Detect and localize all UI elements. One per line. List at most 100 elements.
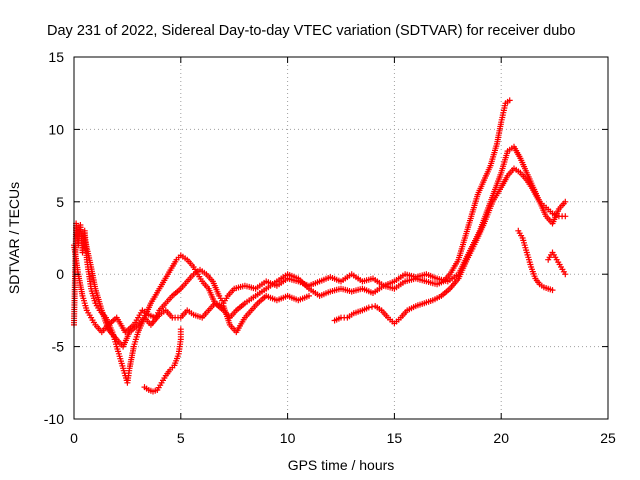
data-trail — [482, 164, 493, 181]
data-trail — [179, 309, 189, 319]
data-trail — [372, 277, 385, 288]
y-tick-label: 0 — [56, 266, 64, 282]
data-trail — [88, 288, 98, 304]
data-trail — [494, 121, 504, 145]
data-point — [306, 292, 312, 299]
data-trail — [172, 353, 181, 367]
data-trail — [149, 313, 161, 327]
y-tick-label: 10 — [48, 121, 64, 137]
chart-grid — [74, 57, 608, 419]
data-trail — [234, 316, 247, 334]
data-trail — [498, 150, 510, 174]
data-trail — [200, 309, 210, 319]
data-trail — [192, 268, 201, 276]
data-trail — [353, 308, 364, 316]
data-trail — [214, 300, 225, 309]
data-trail — [94, 323, 104, 334]
data-trail — [160, 375, 168, 384]
data-trail — [488, 143, 500, 167]
data-trail — [100, 323, 110, 334]
data-point — [506, 97, 513, 104]
data-trail — [550, 251, 559, 261]
data-trail — [340, 272, 353, 283]
data-trail — [200, 280, 210, 290]
data-trail — [199, 268, 208, 276]
data-trail — [393, 316, 402, 325]
data-trail — [114, 346, 124, 362]
data-trail — [206, 287, 218, 305]
data-trail — [545, 206, 554, 215]
data-trail — [221, 295, 230, 304]
y-tick-label: 15 — [48, 49, 64, 65]
data-trail — [297, 293, 310, 303]
data-trail — [446, 272, 460, 283]
data-trail — [164, 294, 174, 305]
data-trail — [475, 179, 487, 196]
data-point — [562, 213, 569, 220]
data-trail — [286, 293, 300, 303]
data-trail — [172, 314, 181, 321]
series-SDTVAR-f — [515, 227, 556, 294]
data-trail — [555, 259, 563, 268]
data-trail — [423, 298, 434, 306]
data-trail — [380, 309, 390, 319]
chart-marks — [71, 97, 569, 395]
x-tick-label: 0 — [70, 430, 78, 446]
data-trail — [387, 316, 396, 325]
data-trail — [276, 272, 289, 283]
data-trail — [192, 266, 200, 275]
data-trail — [93, 302, 102, 311]
data-trail — [374, 304, 383, 312]
data-trail — [136, 316, 146, 327]
data-trail — [361, 305, 370, 313]
series-SDTVAR-e — [141, 326, 184, 395]
data-trail — [210, 280, 222, 297]
data-trail — [432, 294, 443, 303]
data-trail — [164, 309, 174, 319]
data-trail — [226, 287, 236, 298]
data-trail — [462, 215, 474, 239]
data-trail — [512, 145, 523, 160]
data-point — [177, 326, 184, 333]
data-trail — [149, 287, 162, 305]
data-trail — [286, 272, 300, 281]
data-trail — [254, 279, 268, 291]
data-trail — [406, 304, 417, 313]
data-trail — [529, 266, 538, 280]
data-trail — [192, 312, 203, 320]
data-trail — [228, 323, 238, 334]
data-trail — [524, 251, 534, 268]
data-trail — [185, 258, 195, 269]
data-trail — [506, 145, 515, 153]
data-trail — [128, 323, 140, 334]
data-trail — [329, 275, 342, 284]
data-trail — [179, 280, 189, 290]
data-trail — [520, 237, 530, 254]
x-axis-label: GPS time / hours — [288, 457, 395, 473]
data-trail — [244, 283, 257, 292]
data-trail — [276, 277, 289, 288]
data-trail — [254, 287, 268, 298]
data-trail — [121, 331, 132, 348]
data-trail — [276, 293, 289, 303]
data-trail — [177, 328, 184, 340]
data-trail — [506, 167, 516, 177]
data-trail — [127, 345, 137, 370]
series-SDTVAR-a — [71, 97, 513, 386]
data-trail — [228, 309, 238, 319]
data-trail — [217, 295, 226, 304]
data-trail — [318, 275, 332, 284]
data-trail — [346, 311, 355, 320]
data-trail — [131, 331, 141, 348]
data-point — [549, 287, 556, 294]
data-trail — [115, 338, 125, 348]
y-tick-label: -5 — [52, 339, 65, 355]
data-trail — [249, 302, 260, 312]
data-trail — [99, 309, 111, 331]
data-trail — [185, 273, 195, 283]
series-SDTVAR-b — [71, 143, 569, 336]
data-trail — [531, 189, 542, 203]
data-trail — [157, 273, 170, 290]
data-trail — [350, 272, 364, 283]
